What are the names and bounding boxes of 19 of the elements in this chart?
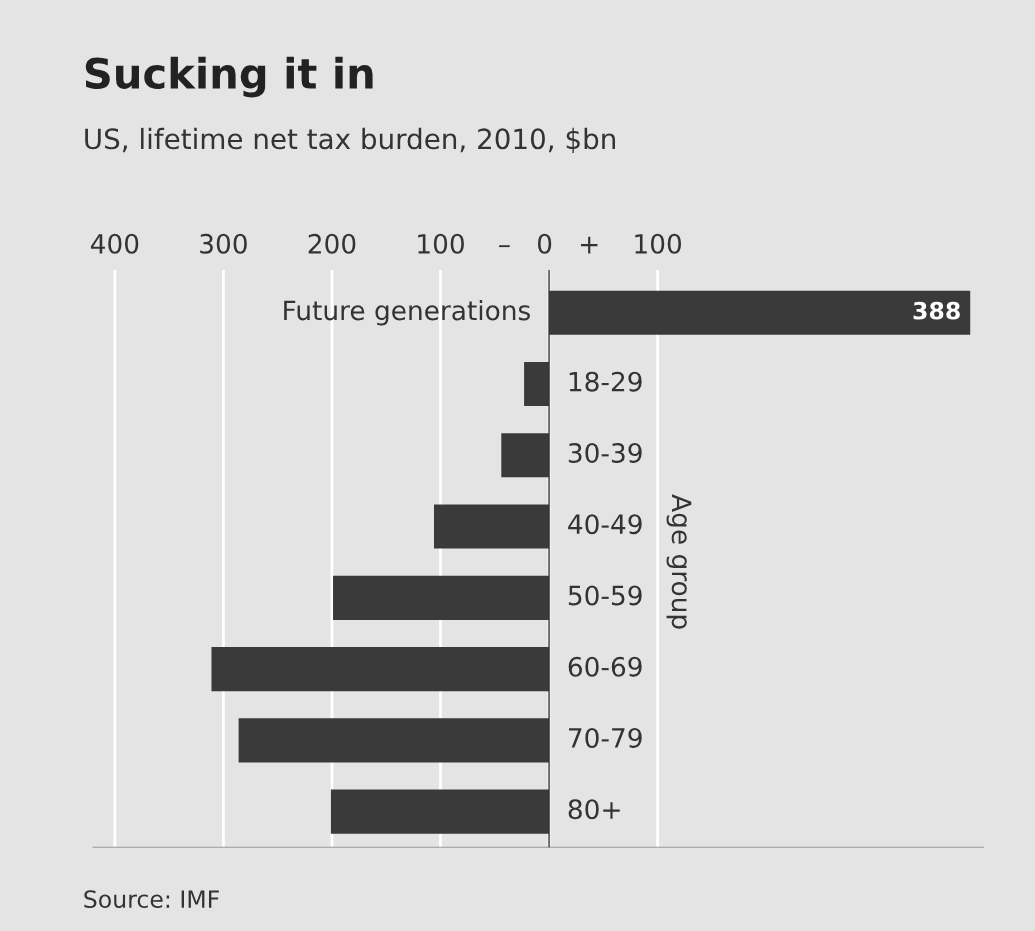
y-tick-label: 30-39: [568, 442, 642, 463]
chart-title: Sucking it in: [85, 56, 373, 98]
x-tick-label: 100: [635, 233, 682, 254]
y-tick-label: 60-69: [568, 656, 642, 677]
x-tick-label: 400: [90, 233, 139, 254]
y-axis-title: Age group: [666, 494, 692, 629]
x-tick-label: 200: [308, 233, 356, 254]
y-tick-label: 50-59: [568, 585, 642, 606]
y-tick-label: Future generations: [284, 299, 530, 326]
y-tick-label: 18-29: [569, 371, 642, 392]
chart-subtitle: US, lifetime net tax burden, 2010, $bn: [85, 127, 615, 154]
source-note: Source: IMF: [84, 890, 219, 909]
x-tick-label: 300: [200, 233, 247, 254]
y-tick-label: 40-49: [568, 514, 642, 535]
data-label: 388: [913, 301, 960, 320]
y-tick-label: 80+: [568, 799, 620, 820]
x-tick-label: – 0 +: [499, 233, 598, 254]
y-tick-label: 70-79: [569, 728, 642, 748]
x-tick-label: 100: [418, 233, 464, 254]
